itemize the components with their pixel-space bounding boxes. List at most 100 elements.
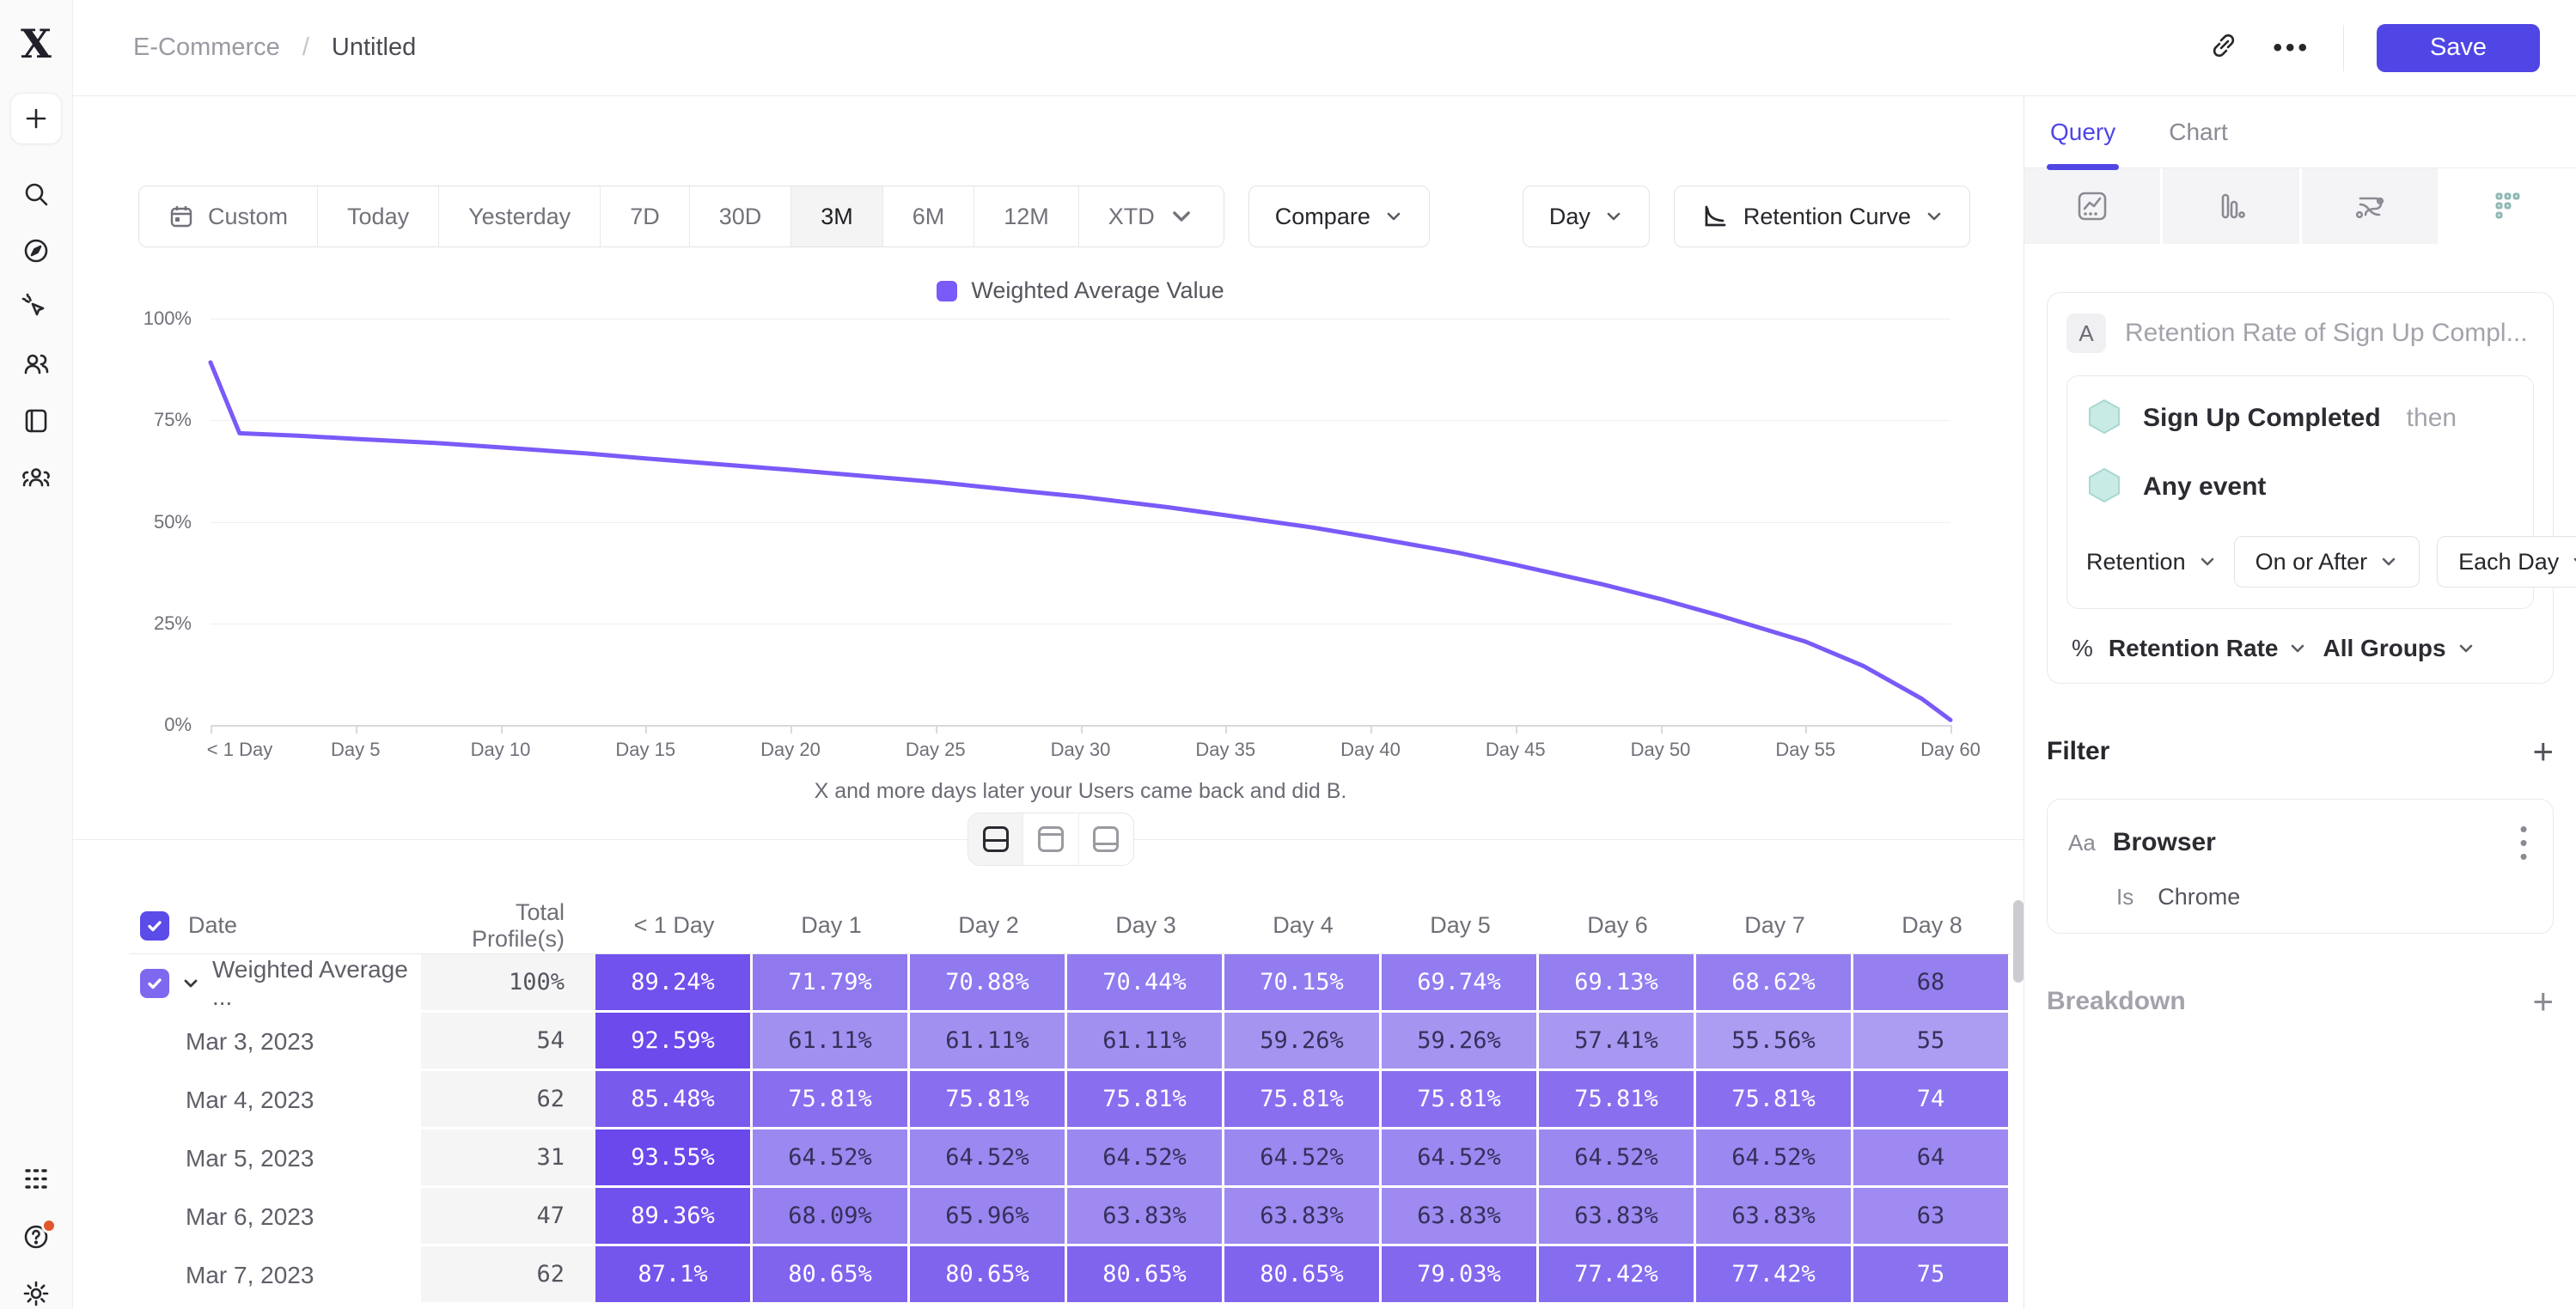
date-range-custom[interactable]: Custom [139, 186, 319, 247]
retention-cell[interactable]: 89.36% [595, 1188, 753, 1246]
retention-cell[interactable]: 68 [1853, 954, 2011, 1013]
retention-cell[interactable]: 71.79% [753, 954, 910, 1013]
settings-gear-icon[interactable] [21, 1278, 52, 1309]
kebab-menu-icon[interactable]: • • • [2519, 816, 2528, 870]
save-button[interactable]: Save [2377, 23, 2540, 72]
retention-cell[interactable]: 61.11% [910, 1013, 1067, 1071]
row-checkbox[interactable] [140, 969, 169, 998]
retention-curve-line[interactable] [208, 319, 1953, 725]
tab-chart[interactable]: Chart [2169, 118, 2228, 145]
interval-dropdown[interactable]: Each Day [2437, 536, 2576, 588]
filter-value[interactable]: Chrome [2158, 884, 2241, 910]
new-report-button[interactable] [10, 93, 62, 144]
retention-cell[interactable]: 75.81% [1696, 1071, 1853, 1129]
notebook-panel-icon[interactable] [21, 405, 52, 436]
select-all-checkbox[interactable] [140, 910, 169, 941]
retention-cell[interactable]: 68.09% [753, 1188, 910, 1246]
retention-cell[interactable]: 77.42% [1696, 1246, 1853, 1305]
query-title[interactable]: Retention Rate of Sign Up Compl... [2125, 319, 2528, 347]
retention-cell[interactable]: 80.65% [910, 1246, 1067, 1305]
retention-cell[interactable]: 64.52% [1696, 1129, 1853, 1188]
first-event[interactable]: Sign Up Completed [2143, 404, 2381, 432]
retention-cell[interactable]: 55.56% [1696, 1013, 1853, 1071]
retention-type-dropdown[interactable]: Retention [2086, 549, 2217, 575]
retention-cell[interactable]: 65.96% [910, 1188, 1067, 1246]
date-range-yesterday[interactable]: Yesterday [439, 186, 601, 247]
retention-cell[interactable]: 64.52% [1224, 1129, 1382, 1188]
tile-bar-chart[interactable] [2163, 168, 2302, 244]
tile-flow-chart[interactable] [2301, 168, 2440, 244]
more-options-icon[interactable]: ••• [2273, 33, 2310, 62]
cursor-click-icon[interactable] [21, 292, 52, 323]
breadcrumb-parent[interactable]: E-Commerce [133, 33, 280, 61]
add-breakdown-button[interactable]: + [2532, 981, 2554, 1022]
apps-grid-icon[interactable] [21, 1165, 52, 1196]
compare-button[interactable]: Compare [1248, 186, 1430, 247]
groups-dropdown[interactable]: All Groups [2323, 635, 2475, 662]
retention-cell[interactable]: 80.65% [1224, 1246, 1382, 1305]
retention-cell[interactable]: 64 [1853, 1129, 2011, 1188]
date-range-xtd[interactable]: XTD [1078, 186, 1224, 247]
retention-cell[interactable]: 75.81% [1539, 1071, 1696, 1129]
retention-cell[interactable]: 75.81% [1224, 1071, 1382, 1129]
retention-cell[interactable]: 63.83% [1382, 1188, 1539, 1246]
retention-cell[interactable]: 75.81% [753, 1071, 910, 1129]
retention-cell[interactable]: 93.55% [595, 1129, 753, 1188]
retention-cell[interactable]: 63 [1853, 1188, 2011, 1246]
date-range-7d[interactable]: 7D [601, 186, 690, 247]
tile-retention-grid[interactable] [2439, 168, 2576, 244]
retention-cell[interactable]: 70.15% [1224, 954, 1382, 1013]
retention-cell[interactable]: 70.88% [910, 954, 1067, 1013]
retention-cell[interactable]: 92.59% [595, 1013, 753, 1071]
retention-cell[interactable]: 80.65% [753, 1246, 910, 1305]
retention-cell[interactable]: 80.65% [1067, 1246, 1224, 1305]
retention-cell[interactable]: 77.42% [1539, 1246, 1696, 1305]
retention-cell[interactable]: 63.83% [1539, 1188, 1696, 1246]
date-range-3m[interactable]: 3M [791, 186, 883, 247]
retention-cell[interactable]: 89.24% [595, 954, 753, 1013]
retention-cell[interactable]: 63.83% [1224, 1188, 1382, 1246]
tile-line-chart[interactable] [2024, 168, 2164, 244]
layout-toggle-split-view[interactable] [968, 813, 1024, 865]
date-range-6m[interactable]: 6M [882, 186, 975, 247]
retention-cell[interactable]: 63.83% [1067, 1188, 1224, 1246]
retention-cell[interactable]: 69.13% [1539, 954, 1696, 1013]
date-range-12m[interactable]: 12M [974, 186, 1079, 247]
user-group-icon[interactable] [21, 462, 52, 493]
retention-cell[interactable]: 64.52% [1382, 1129, 1539, 1188]
users-icon[interactable] [21, 349, 52, 380]
retention-cell[interactable]: 64.52% [910, 1129, 1067, 1188]
retention-cell[interactable]: 85.48% [595, 1071, 753, 1129]
granularity-dropdown[interactable]: Day [1522, 186, 1650, 247]
retention-cell[interactable]: 64.52% [1067, 1129, 1224, 1188]
retention-cell[interactable]: 59.26% [1224, 1013, 1382, 1071]
retention-cell[interactable]: 61.11% [1067, 1013, 1224, 1071]
retention-cell[interactable]: 68.62% [1696, 954, 1853, 1013]
retention-cell[interactable]: 59.26% [1382, 1013, 1539, 1071]
layout-toggle-table-only-view[interactable] [1079, 813, 1133, 865]
retention-cell[interactable]: 75.81% [1382, 1071, 1539, 1129]
retention-cell[interactable]: 55 [1853, 1013, 2011, 1071]
retention-cell[interactable]: 64.52% [753, 1129, 910, 1188]
help-icon[interactable] [21, 1218, 57, 1252]
date-range-today[interactable]: Today [318, 186, 440, 247]
add-filter-button[interactable]: + [2532, 731, 2554, 771]
share-link-icon[interactable] [2207, 29, 2240, 66]
retention-cell[interactable]: 70.44% [1067, 954, 1224, 1013]
retention-cell[interactable]: 64.52% [1539, 1129, 1696, 1188]
date-range-30d[interactable]: 30D [689, 186, 792, 247]
retention-cell[interactable]: 63.83% [1696, 1188, 1853, 1246]
breadcrumb-current[interactable]: Untitled [331, 33, 417, 61]
retention-cell[interactable]: 79.03% [1382, 1246, 1539, 1305]
chart-view-dropdown[interactable]: Retention Curve [1673, 186, 1970, 247]
filter-operator[interactable]: Is [2116, 884, 2134, 910]
brand-logo[interactable]: X [21, 21, 52, 67]
retention-cell[interactable]: 75.81% [910, 1071, 1067, 1129]
retention-cell[interactable]: 74 [1853, 1071, 2011, 1129]
retention-cell[interactable]: 75 [1853, 1246, 2011, 1305]
return-event[interactable]: Any event [2143, 472, 2267, 501]
filter-property[interactable]: Browser [2112, 828, 2216, 857]
retention-cell[interactable]: 57.41% [1539, 1013, 1696, 1071]
tab-query[interactable]: Query [2046, 96, 2120, 170]
measure-dropdown[interactable]: Retention Rate [2109, 635, 2308, 662]
